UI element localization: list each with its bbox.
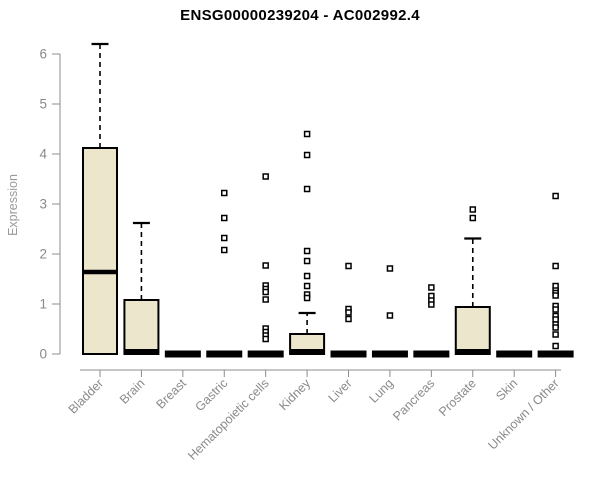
flat-box	[496, 350, 533, 358]
outlier-point	[262, 296, 269, 303]
outlier-point	[221, 234, 228, 242]
y-tick-label: 1	[39, 297, 47, 312]
outlier-point	[262, 335, 269, 343]
x-tick-label: Hematopoietic cells	[185, 376, 272, 463]
flat-box	[371, 350, 408, 358]
y-axis-title: Expression	[6, 174, 20, 236]
x-tick-label: Gastric	[192, 376, 230, 414]
outlier-point	[552, 331, 559, 338]
outlier-point	[303, 272, 311, 280]
outlier-point	[469, 206, 477, 213]
x-tick-label: Pancreas	[390, 376, 437, 423]
x-tick-label: Kidney	[276, 376, 313, 413]
y-tick-label: 5	[39, 97, 47, 112]
x-tick-label: Skin	[493, 376, 520, 403]
outlier-point	[303, 151, 311, 159]
y-tick-label: 2	[39, 247, 47, 262]
outlier-point	[303, 247, 311, 255]
outlier-point	[386, 265, 394, 272]
outlier-point	[345, 309, 352, 316]
x-tick-label: Liver	[326, 376, 355, 405]
outlier-point	[221, 214, 228, 222]
outlier-point	[428, 284, 435, 291]
x-tick-label: Lung	[366, 376, 396, 406]
outlier-point	[303, 130, 311, 138]
y-tick-label: 3	[39, 197, 47, 212]
box	[82, 147, 118, 355]
outlier-point	[221, 189, 228, 197]
outlier-point	[262, 288, 269, 296]
outlier-point	[221, 246, 228, 254]
y-tick-label: 4	[39, 147, 47, 162]
outlier-point	[303, 282, 311, 290]
outlier-point	[552, 292, 559, 299]
flat-box	[413, 350, 450, 358]
outlier-point	[303, 185, 311, 193]
x-tick-label: Prostate	[436, 376, 479, 419]
outlier-point	[552, 324, 559, 331]
flat-box	[247, 350, 284, 358]
outlier-point	[345, 315, 352, 323]
x-tick-label: Unknown / Other	[486, 376, 562, 452]
outlier-point	[552, 262, 559, 270]
outlier-point	[262, 173, 269, 180]
outlier-point	[469, 214, 477, 222]
box	[454, 306, 491, 355]
y-tick-label: 6	[39, 47, 47, 62]
flat-box	[164, 350, 201, 358]
x-tick-label: Brain	[117, 376, 148, 407]
y-tick-label: 0	[39, 347, 47, 362]
outlier-point	[303, 257, 311, 265]
x-tick-label: Bladder	[66, 376, 106, 416]
outlier-point	[262, 262, 269, 269]
plot-area: 0 1 2 3 4 5 6 Bladder Brain Breast GastricHematopo…	[39, 42, 574, 463]
outlier-point	[552, 306, 559, 313]
outlier-point	[345, 262, 352, 270]
flat-box	[330, 350, 367, 358]
box	[123, 299, 160, 355]
chart-title: ENSG00000239204 - AC002992.4	[180, 7, 420, 24]
outlier-point	[303, 294, 311, 302]
outlier-point	[552, 192, 559, 200]
flat-box	[537, 350, 574, 358]
flat-box	[206, 350, 243, 358]
outlier-point	[552, 342, 559, 350]
outlier-point	[428, 301, 435, 308]
outlier-point	[386, 312, 394, 319]
x-tick-label: Breast	[154, 376, 190, 412]
